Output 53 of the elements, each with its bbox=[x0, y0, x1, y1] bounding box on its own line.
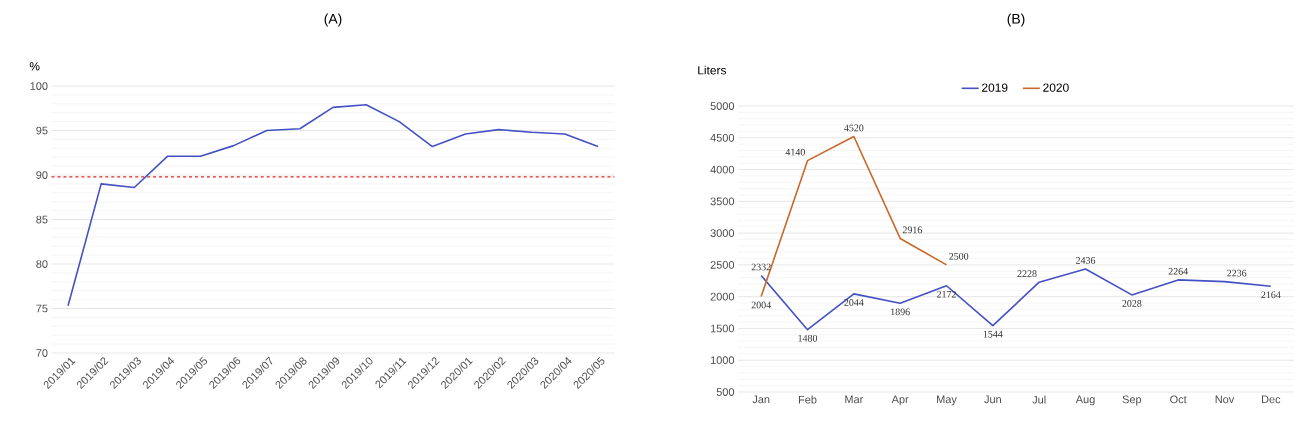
x-tick-label: Mar bbox=[845, 395, 864, 404]
y-tick-label: 500 bbox=[716, 388, 735, 396]
data-label: 1544 bbox=[983, 330, 1003, 338]
legend-label: 2020 bbox=[1043, 83, 1069, 92]
y-tick-label: 95 bbox=[36, 126, 48, 135]
legend-label: 2019 bbox=[982, 83, 1008, 92]
data-label: 4520 bbox=[844, 124, 864, 132]
y-tick-label: 3500 bbox=[710, 197, 735, 206]
data-label: 2436 bbox=[1075, 257, 1096, 264]
y-tick-label: 1000 bbox=[710, 356, 735, 365]
y-tick-label: 5000 bbox=[710, 102, 735, 110]
data-label: 2172 bbox=[936, 290, 956, 298]
y-tick-label: 1500 bbox=[710, 324, 735, 333]
x-tick-label: Dec bbox=[1262, 395, 1281, 404]
y-tick-label: 2500 bbox=[710, 261, 735, 269]
y-tick-label: 4500 bbox=[710, 133, 735, 142]
x-tick-label: Apr bbox=[891, 395, 909, 406]
chart-title: (A) bbox=[324, 13, 342, 27]
x-tick-label: Sep bbox=[1122, 395, 1142, 406]
data-label: 2004 bbox=[751, 301, 771, 309]
data-label: 2500 bbox=[949, 252, 969, 260]
data-label: 1480 bbox=[798, 334, 818, 342]
x-tick-label: Nov bbox=[1215, 395, 1235, 404]
x-tick-label: Jun bbox=[984, 395, 1001, 404]
line-series bbox=[67, 103, 599, 307]
x-tick-label: Jul bbox=[1032, 395, 1046, 404]
data-label: 2028 bbox=[1122, 300, 1142, 307]
y-tick-label: 100 bbox=[30, 82, 48, 90]
x-tick-label: May bbox=[937, 395, 957, 406]
data-label: 2264 bbox=[1168, 268, 1188, 275]
y-tick-label: 70 bbox=[36, 349, 48, 357]
data-label: 2332 bbox=[751, 263, 771, 271]
data-label: 4140 bbox=[785, 148, 805, 156]
data-label: 2044 bbox=[844, 299, 864, 306]
y-tick-label: 2000 bbox=[710, 292, 735, 301]
chart-title: (B) bbox=[1007, 13, 1025, 27]
data-label: 2236 bbox=[1227, 269, 1247, 277]
y-tick-label: 90 bbox=[36, 171, 48, 179]
data-label: 1896 bbox=[891, 308, 910, 316]
x-tick-label: Feb bbox=[798, 395, 817, 404]
y-tick-label: 75 bbox=[36, 304, 48, 313]
data-label: 2164 bbox=[1261, 291, 1281, 299]
data-label: 2916 bbox=[902, 226, 923, 234]
data-label: 2228 bbox=[1017, 270, 1037, 277]
x-tick-label: Jan bbox=[752, 395, 770, 404]
y-axis-title: % bbox=[29, 62, 40, 71]
x-tick-label: Oct bbox=[1170, 395, 1187, 404]
y-tick-label: 80 bbox=[36, 260, 48, 268]
y-tick-label: 4000 bbox=[710, 165, 735, 174]
y-tick-label: 3000 bbox=[710, 229, 735, 237]
y-tick-label: 85 bbox=[36, 215, 48, 224]
y-axis-title: Liters bbox=[698, 65, 727, 75]
x-tick-label: Aug bbox=[1075, 395, 1095, 406]
